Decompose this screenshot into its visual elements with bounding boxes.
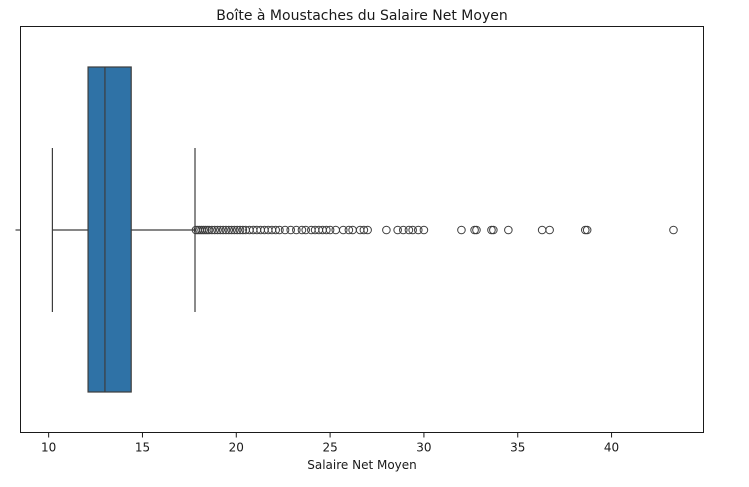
- outlier-point: [331, 225, 341, 235]
- outlier-point: [227, 225, 236, 235]
- outlier-point: [398, 225, 408, 235]
- outlier-point: [204, 225, 214, 235]
- outlier-point: [489, 225, 498, 235]
- outlier-point: [207, 225, 217, 235]
- outlier-point: [280, 225, 290, 235]
- x-axis-ticks: 10 15 20 25 30 35 40: [41, 432, 619, 455]
- x-tick-label: 35: [510, 441, 525, 455]
- outlier-point: [238, 225, 248, 235]
- outlier-point: [413, 225, 423, 235]
- x-tick-label: 40: [604, 441, 619, 455]
- outlier-point: [297, 225, 307, 235]
- outlier-point: [457, 225, 466, 235]
- outlier-point: [218, 225, 228, 235]
- x-tick-label: 30: [416, 441, 431, 455]
- outlier-point: [393, 225, 402, 235]
- outlier-point: [537, 225, 547, 235]
- x-tick-label: 15: [135, 441, 150, 455]
- outlier-point: [363, 225, 372, 235]
- outlier-point: [301, 225, 311, 235]
- outlier-point: [404, 225, 414, 235]
- outlier-point: [408, 225, 417, 235]
- outlier-point: [213, 225, 222, 235]
- outlier-point: [292, 225, 301, 235]
- outlier-point: [286, 225, 295, 235]
- x-tick-label: 10: [41, 441, 56, 455]
- outlier-point: [470, 225, 479, 235]
- x-tick-label: 20: [229, 441, 244, 455]
- x-tick-label: 25: [322, 441, 337, 455]
- outlier-point: [221, 225, 231, 235]
- outlier-point: [271, 225, 280, 235]
- outlier-point: [275, 225, 284, 235]
- outlier-point: [325, 225, 335, 235]
- iqr-box: [87, 66, 132, 393]
- outlier-point: [504, 225, 513, 235]
- outlier-point: [224, 225, 234, 235]
- outlier-point: [235, 225, 245, 235]
- outlier-point: [472, 225, 481, 235]
- plot-area: [51, 66, 678, 393]
- outlier-point: [669, 225, 678, 235]
- outlier-point: [322, 225, 331, 235]
- outlier-point: [545, 225, 554, 235]
- outlier-point: [419, 225, 429, 235]
- outlier-point: [230, 225, 239, 235]
- x-axis-label: Salaire Net Moyen: [307, 458, 417, 472]
- outlier-point: [232, 225, 242, 235]
- outlier-point: [210, 225, 220, 235]
- outlier-point: [216, 225, 225, 235]
- outlier-point: [582, 225, 592, 235]
- chart-title: Boîte à Moustaches du Salaire Net Moyen: [216, 8, 507, 24]
- outlier-point: [580, 225, 590, 235]
- outlier-point: [359, 225, 369, 235]
- outlier-point: [382, 225, 391, 235]
- outlier-point: [344, 225, 354, 235]
- outlier-point: [487, 225, 496, 235]
- outlier-point: [338, 225, 348, 235]
